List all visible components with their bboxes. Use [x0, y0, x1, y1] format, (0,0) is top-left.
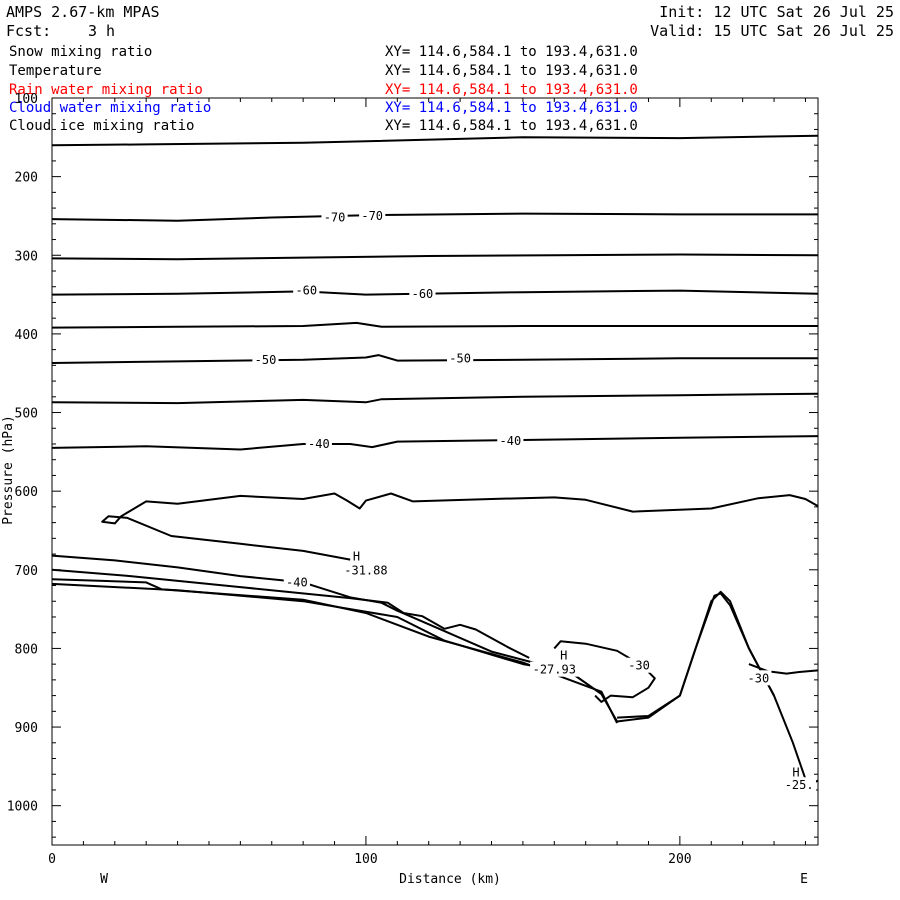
field-name-temperature: Temperature: [9, 63, 102, 79]
contour-label-bg: [283, 574, 310, 590]
contour-line-15: [748, 663, 819, 675]
x-axis: 0 100 200: [48, 98, 806, 867]
contour-line-8: [101, 492, 819, 561]
contour-label-bg: [745, 670, 772, 686]
field-xy-cloud-water: XY= 114.6,584.1 to 193.4,631.0: [385, 100, 638, 116]
contour-label: -31.88: [344, 564, 387, 578]
contour-line-11: [51, 582, 819, 784]
contour-line-1: [51, 212, 818, 222]
west-label: W: [100, 872, 108, 887]
contour-line-13: [617, 592, 775, 719]
y-tick-label: 700: [15, 564, 38, 579]
contour-line-10: [51, 554, 565, 674]
plot-frame: [51, 97, 819, 846]
contour-line-12: [51, 578, 618, 724]
contour-label-bg: [252, 351, 279, 367]
valid-time: Valid: 15 UTC Sat 26 Jul 25: [650, 22, 894, 40]
x-tick-label: 200: [668, 852, 691, 867]
y-tick-label: 600: [15, 485, 38, 500]
contour-line-14: [553, 640, 656, 703]
contour-label-bg: [321, 209, 348, 225]
model-title: AMPS 2.67-km MPAS: [6, 3, 160, 21]
field-xy-cloud-ice: XY= 114.6,584.1 to 193.4,631.0: [385, 118, 638, 134]
contour-line-0: [51, 134, 819, 147]
contour-labels: -70 -70-60 -60-50 -50-40 -40H-31.88-40H-27.9…: [252, 207, 816, 793]
contour-label: -25.: [785, 778, 814, 792]
contour-label-bg: [293, 282, 320, 298]
field-xy-temperature: XY= 114.6,584.1 to 193.4,631.0: [385, 63, 638, 79]
field-name-cloud-ice: Cloud ice mixing ratio: [9, 118, 195, 134]
contour-label-bg: [625, 657, 653, 673]
field-name-snow: Snow mixing ratio: [9, 44, 153, 60]
contour-label: -30: [628, 659, 650, 673]
forecast-value: 3 h: [88, 22, 116, 40]
y-tick-label: 500: [15, 407, 38, 422]
contour-label-bg: [447, 350, 474, 366]
contour-label: -70: [324, 211, 346, 225]
x-tick-label: 100: [354, 852, 377, 867]
contour-label-bg: [530, 661, 579, 677]
y-tick-label: 400: [15, 328, 38, 343]
y-tick-label: 300: [15, 249, 38, 264]
y-tick-label: 900: [15, 721, 38, 736]
field-name-cloud-water: Cloud water mixing ratio: [9, 100, 212, 116]
contour-line-2: [51, 253, 819, 261]
contour-label: -50: [449, 351, 471, 365]
contour-label-bg: [341, 562, 391, 578]
contour-label-bg: [782, 777, 816, 793]
contour-label: -27.93: [533, 663, 576, 677]
contour-label: -70: [361, 209, 383, 223]
y-tick-label: 100: [15, 92, 38, 107]
contour-label-bg: [497, 432, 524, 448]
contour-label: -50: [255, 353, 277, 367]
contour-line-4: [51, 321, 818, 329]
field-xy-rain: XY= 114.6,584.1 to 193.4,631.0: [385, 82, 638, 98]
y-tick-label: 200: [15, 171, 38, 186]
contour-line-6: [51, 392, 819, 405]
contour-label: -30: [748, 671, 770, 685]
temperature-contours: [51, 134, 819, 784]
contour-line-3: [51, 289, 819, 296]
x-tick-label: 0: [48, 852, 56, 867]
contour-label: H: [560, 648, 567, 662]
contour-label: -60: [412, 287, 434, 301]
contour-label-bg: [305, 435, 332, 451]
contour-label: -60: [295, 284, 317, 298]
y-tick-label: 1000: [7, 800, 38, 815]
contour-line-7: [51, 435, 819, 451]
contour-label: -40: [308, 437, 330, 451]
contour-label-bg: [359, 207, 386, 223]
contour-label-bg: [409, 285, 436, 301]
east-label: E: [800, 872, 808, 887]
init-time: Init: 12 UTC Sat 26 Jul 25: [659, 3, 894, 21]
contour-label: -40: [286, 575, 308, 589]
forecast-label: Fcst:: [6, 22, 52, 40]
y-tick-label: 800: [15, 642, 38, 657]
contour-label: -40: [500, 434, 522, 448]
x-axis-title: Distance (km): [399, 872, 501, 887]
contour-line-5: [51, 354, 818, 364]
y-axis-title: Pressure (hPa): [1, 415, 16, 525]
field-name-rain: Rain water mixing ratio: [9, 82, 203, 98]
y-axis: 100 200 300 400 500 600 700 800 900 1000: [7, 92, 818, 838]
contour-label: H: [792, 766, 799, 780]
contour-line-9: [51, 568, 530, 659]
field-xy-snow: XY= 114.6,584.1 to 193.4,631.0: [385, 44, 638, 60]
contour-label: H: [353, 549, 360, 563]
